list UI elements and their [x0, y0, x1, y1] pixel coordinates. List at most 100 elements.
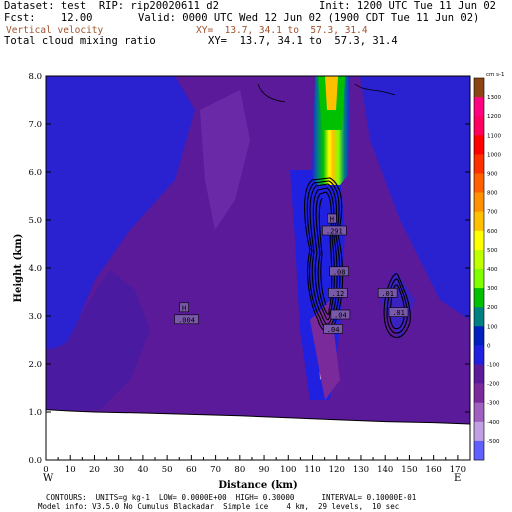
cloud-label-box [327, 213, 337, 224]
x-tick-label: 10 [65, 465, 76, 475]
x-tick-label: 90 [259, 465, 270, 475]
x-tick-label: 50 [162, 465, 173, 475]
cloud-label-text: H [330, 216, 334, 224]
y-tick-label: 4.0 [28, 264, 42, 274]
colorbar-label: 0 [487, 343, 491, 349]
colorbar-label: 300 [487, 286, 498, 292]
x-tick-label: 130 [353, 465, 369, 475]
x-tick-label: 100 [280, 465, 296, 475]
y-axis: 0.0 1.0 2.0 3.0 4.0 5.0 6.0 7.0 8.0 [28, 72, 470, 466]
cloud-label-text: H [182, 304, 186, 312]
x-axis: 0 10 20 30 40 50 60 70 80 90 100 110 120 130 140 150 160… [43, 455, 466, 475]
x-tick-label: 40 [138, 465, 149, 475]
colorbar-label: -500 [487, 439, 500, 445]
colorbar-label: 100 [487, 324, 498, 330]
colorbar-swatch [474, 230, 484, 251]
colorbar-label: -300 [487, 401, 500, 407]
cloud-label-text: .291 [326, 228, 343, 236]
field-layer [46, 76, 470, 460]
x-tick-label: 70 [210, 465, 221, 475]
field1-name: Vertical velocity [6, 25, 104, 36]
colorbar-label: 900 [487, 172, 498, 178]
x-tick-label: 170 [450, 465, 466, 475]
colorbar-label: 500 [487, 248, 498, 254]
cloud-label-box [179, 302, 189, 313]
header-init: Init: 1200 UTC Tue 11 Jun 02 [319, 0, 497, 12]
cloud-label-text: .004 [178, 316, 195, 324]
y-tick-label: 0.0 [28, 456, 42, 466]
x-tick-label: 160 [426, 465, 442, 475]
footer-model-info: Model info: V3.5.0 No Cumulus Blackadar … [38, 502, 400, 511]
colorbar-swatch [474, 364, 484, 384]
x-tick-label: 60 [186, 465, 197, 475]
colorbar-label: 1000 [487, 152, 501, 158]
colorbar-swatch [474, 97, 484, 117]
terrain-fill [45, 409, 471, 461]
field2-xy: XY= 13.7, 34.1 to 57.3, 31.4 [208, 35, 398, 47]
colorbar-label: 200 [487, 305, 498, 311]
colorbar-swatch [474, 326, 484, 346]
field-blob-east [360, 76, 470, 320]
colorbar-swatch [474, 307, 484, 327]
cloud-label-box [329, 266, 349, 277]
field1-xy: XY= 13.7, 34.1 to 57.3, 31.4 [196, 25, 368, 36]
colorbar-label: 600 [487, 229, 498, 235]
y-tick-label: 3.0 [28, 312, 42, 322]
colorbar-label: 1100 [487, 133, 501, 139]
header-valid: Valid: 0000 UTC Wed 12 Jun 02 (1900 CDT … [138, 12, 480, 24]
cloud-label-box [328, 288, 348, 298]
east-label: E [454, 473, 462, 484]
cloud-label-box [377, 288, 398, 298]
colorbar-swatch [474, 345, 484, 365]
header-dataset: Dataset: test RIP: rip20020611 d2 [4, 0, 219, 12]
y-tick-label: 8.0 [28, 72, 42, 82]
field-blob-west [46, 76, 195, 355]
colorbar-swatch [474, 78, 484, 98]
cloud-label-box [322, 225, 347, 236]
colorbar-swatch [474, 440, 484, 461]
colorbar-frame [473, 77, 485, 461]
x-tick-label: 150 [401, 465, 417, 475]
cloud-contour-east [383, 273, 411, 339]
colorbar-swatch [474, 173, 484, 193]
colorbar-swatch [474, 211, 484, 232]
colorbar-swatch [474, 269, 484, 289]
cloud-label-box [323, 324, 343, 334]
cloud-label-text: .01 [381, 290, 394, 298]
footer-contours: CONTOURS: UNITS=g kg-1 LOW= 0.0000E+00 H… [46, 493, 417, 502]
cloud-label-text: .12 [332, 290, 345, 298]
colorbar-label: 700 [487, 210, 498, 216]
y-axis-label: Height (km) [13, 234, 24, 303]
colorbar-swatch [474, 154, 484, 174]
field-contour-line-2 [354, 83, 396, 96]
colorbar-swatch [474, 192, 484, 212]
y-tick-label: 2.0 [28, 360, 42, 370]
colorbar-swatch [474, 116, 484, 136]
colorbar-swatch [474, 288, 484, 308]
x-tick-label: 30 [113, 465, 124, 475]
colorbar-swatch [474, 402, 484, 423]
west-label: W [43, 473, 54, 484]
cloud-label-box [388, 307, 409, 317]
field-blob-sw [46, 270, 150, 410]
cloud-label-text: .01 [392, 309, 405, 317]
colorbar-label: -100 [487, 363, 500, 369]
colorbar-label: 400 [487, 267, 498, 273]
y-tick-label: 6.0 [28, 168, 42, 178]
cloud-label-text: .04 [327, 326, 340, 334]
x-tick-label: 80 [234, 465, 245, 475]
colorbar-label: 1200 [487, 114, 501, 120]
x-tick-label: 110 [304, 465, 320, 475]
x-axis-label: Distance (km) [218, 480, 297, 491]
cloud-label-text: .08 [333, 268, 346, 276]
x-tick-label: 120 [329, 465, 345, 475]
x-tick-label: 0 [43, 465, 48, 475]
colorbar-swatch [474, 135, 484, 155]
y-tick-label: 7.0 [28, 120, 42, 130]
cloud-labels: H .004 H .291 .08 .12 .04 .04 .01 .01 [174, 213, 409, 334]
colorbar-swatch [474, 383, 484, 403]
colorbar-label: -400 [487, 420, 500, 426]
colorbar-label: 800 [487, 191, 498, 197]
header-fcst: Fcst: 12.00 [4, 12, 93, 24]
